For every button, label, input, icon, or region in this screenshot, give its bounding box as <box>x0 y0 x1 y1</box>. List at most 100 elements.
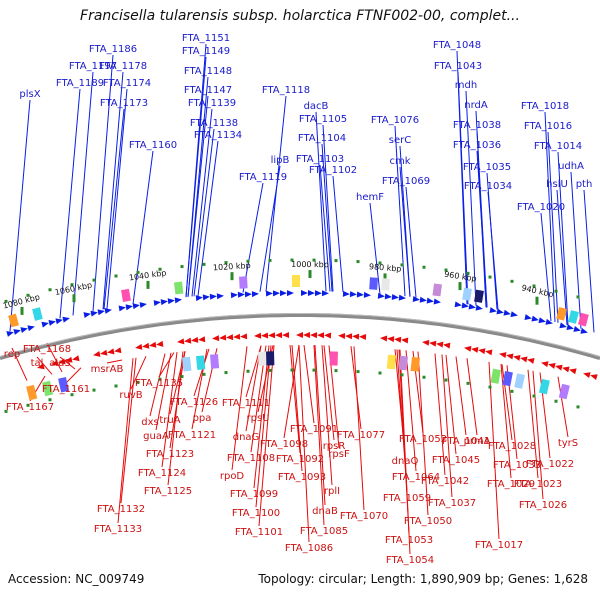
reverse-gene-label: tal <box>31 358 44 369</box>
reverse-gene-arrow <box>583 372 591 379</box>
tick-dot-inner <box>202 372 206 376</box>
forward-gene-label: FTA_1102 <box>309 165 357 176</box>
reverse-gene-label: FTA_1053 <box>385 535 433 546</box>
feature-block-inner <box>196 355 206 371</box>
tick-dot-outer <box>4 299 8 303</box>
forward-gene-arrow <box>580 327 588 334</box>
forward-gene-arrow <box>160 299 168 306</box>
reverse-gene-arrow <box>177 338 185 345</box>
reverse-gene-arrow <box>562 366 570 373</box>
feature-block-inner <box>502 370 513 387</box>
forward-gene-arrow <box>90 310 98 317</box>
reverse-gene-connector <box>405 350 417 472</box>
forward-gene-arrow <box>398 294 406 301</box>
reverse-gene-label: rep <box>4 349 20 360</box>
forward-gene-connector <box>394 125 406 297</box>
forward-gene-arrow <box>153 300 161 307</box>
forward-gene-connector <box>319 164 331 292</box>
tick-dot-outer <box>268 258 272 262</box>
forward-gene-label: FTA_1020 <box>517 202 565 213</box>
forward-gene-label: FTA_1018 <box>521 101 569 112</box>
tick-dot-inner <box>378 371 382 375</box>
reverse-gene-arrow <box>541 361 549 368</box>
forward-gene-label: FTA_1048 <box>433 40 481 51</box>
forward-gene-arrow <box>237 291 245 298</box>
reverse-gene-arrow <box>254 332 262 339</box>
tick-dot-inner <box>92 388 96 392</box>
reverse-gene-arrow <box>590 374 598 381</box>
tick-dot-outer <box>466 271 470 275</box>
reverse-gene-arrow <box>93 351 101 357</box>
reverse-gene-connector <box>253 345 270 489</box>
forward-gene-label: FTA_1197 <box>69 61 117 72</box>
feature-block-outer <box>32 307 43 321</box>
reverse-gene-label: FTA_1052 <box>399 434 447 445</box>
reverse-gene-connector <box>149 353 166 417</box>
reverse-gene-arrow <box>352 333 360 340</box>
tick-dot-outer <box>334 259 338 263</box>
reverse-gene-label: FTA_1037 <box>428 498 476 509</box>
tick-dot-outer <box>70 283 74 287</box>
tick-dot-outer <box>378 261 382 265</box>
forward-gene-label: FTA_1118 <box>262 85 310 96</box>
reverse-gene-label: FTA_1108 <box>227 453 275 464</box>
reverse-gene-connector <box>323 345 335 441</box>
forward-gene-arrow <box>132 303 140 310</box>
forward-gene-arrow <box>531 315 539 322</box>
tick-dot-outer <box>532 284 536 288</box>
forward-gene-label: FTA_1160 <box>129 140 177 151</box>
reverse-gene-connector <box>455 356 467 436</box>
feature-block-inner <box>410 356 420 372</box>
reverse-gene-label: FTA_1045 <box>432 455 480 466</box>
reverse-gene-arrow <box>275 332 283 339</box>
forward-gene-label: serC <box>389 135 411 146</box>
tick-dot-outer <box>400 263 404 267</box>
reverse-gene-connector <box>314 345 326 506</box>
forward-gene-connector <box>59 88 81 319</box>
reverse-gene-arrow <box>37 363 45 370</box>
reverse-gene-arrow <box>310 332 318 339</box>
feature-block-outer <box>556 307 567 321</box>
reverse-gene-connector <box>399 349 411 555</box>
topology-summary-text: Topology: circular; Length: 1,890,909 bp… <box>258 572 588 586</box>
reverse-gene-label: FTA_1135 <box>135 378 183 389</box>
forward-gene-connector <box>102 71 124 310</box>
forward-gene-label: FTA_1174 <box>103 78 151 89</box>
forward-gene-arrow <box>125 304 133 311</box>
reverse-gene-label: FTA_1070 <box>340 511 388 522</box>
kbp-tick-label: 980 kbp <box>369 262 402 274</box>
reverse-gene-arrow <box>114 347 122 354</box>
forward-gene-label: FTA_1148 <box>184 66 232 77</box>
reverse-gene-connector <box>289 345 301 454</box>
reverse-gene-arrow <box>345 333 353 340</box>
reverse-gene-arrow <box>569 368 577 375</box>
reverse-gene-connector <box>417 351 429 516</box>
reverse-gene-connector <box>313 345 325 526</box>
reverse-gene-arrow <box>212 335 220 342</box>
reverse-gene-connector <box>303 344 315 424</box>
reverse-gene-connector <box>161 352 178 468</box>
kbp-tick-mark <box>308 270 312 279</box>
tick-dot-outer <box>136 270 140 274</box>
tick-dot-outer <box>576 295 580 299</box>
feature-block-inner <box>386 354 396 370</box>
reverse-gene-label: FTA_1125 <box>144 486 192 497</box>
tick-dot-outer <box>290 258 294 262</box>
forward-gene-label: cmk <box>389 156 410 167</box>
reverse-gene-connector <box>158 352 175 378</box>
tick-dot-outer <box>202 262 206 266</box>
tick-dot-outer <box>444 268 448 272</box>
forward-gene-label: pth <box>576 179 593 190</box>
forward-gene-label: FTA_1138 <box>190 118 238 129</box>
feature-block-inner <box>210 354 220 369</box>
reverse-gene-connector <box>434 353 446 476</box>
forward-gene-connector <box>476 150 488 308</box>
forward-gene-arrow <box>321 290 329 297</box>
reverse-gene-connector <box>117 358 134 524</box>
reverse-gene-arrow <box>65 356 73 363</box>
forward-gene-connector <box>556 189 568 326</box>
feature-block-inner <box>538 378 550 395</box>
tick-dot-inner <box>466 381 470 385</box>
forward-gene-label: FTA_1151 <box>182 33 230 44</box>
forward-gene-label: FTA_1014 <box>534 141 582 152</box>
